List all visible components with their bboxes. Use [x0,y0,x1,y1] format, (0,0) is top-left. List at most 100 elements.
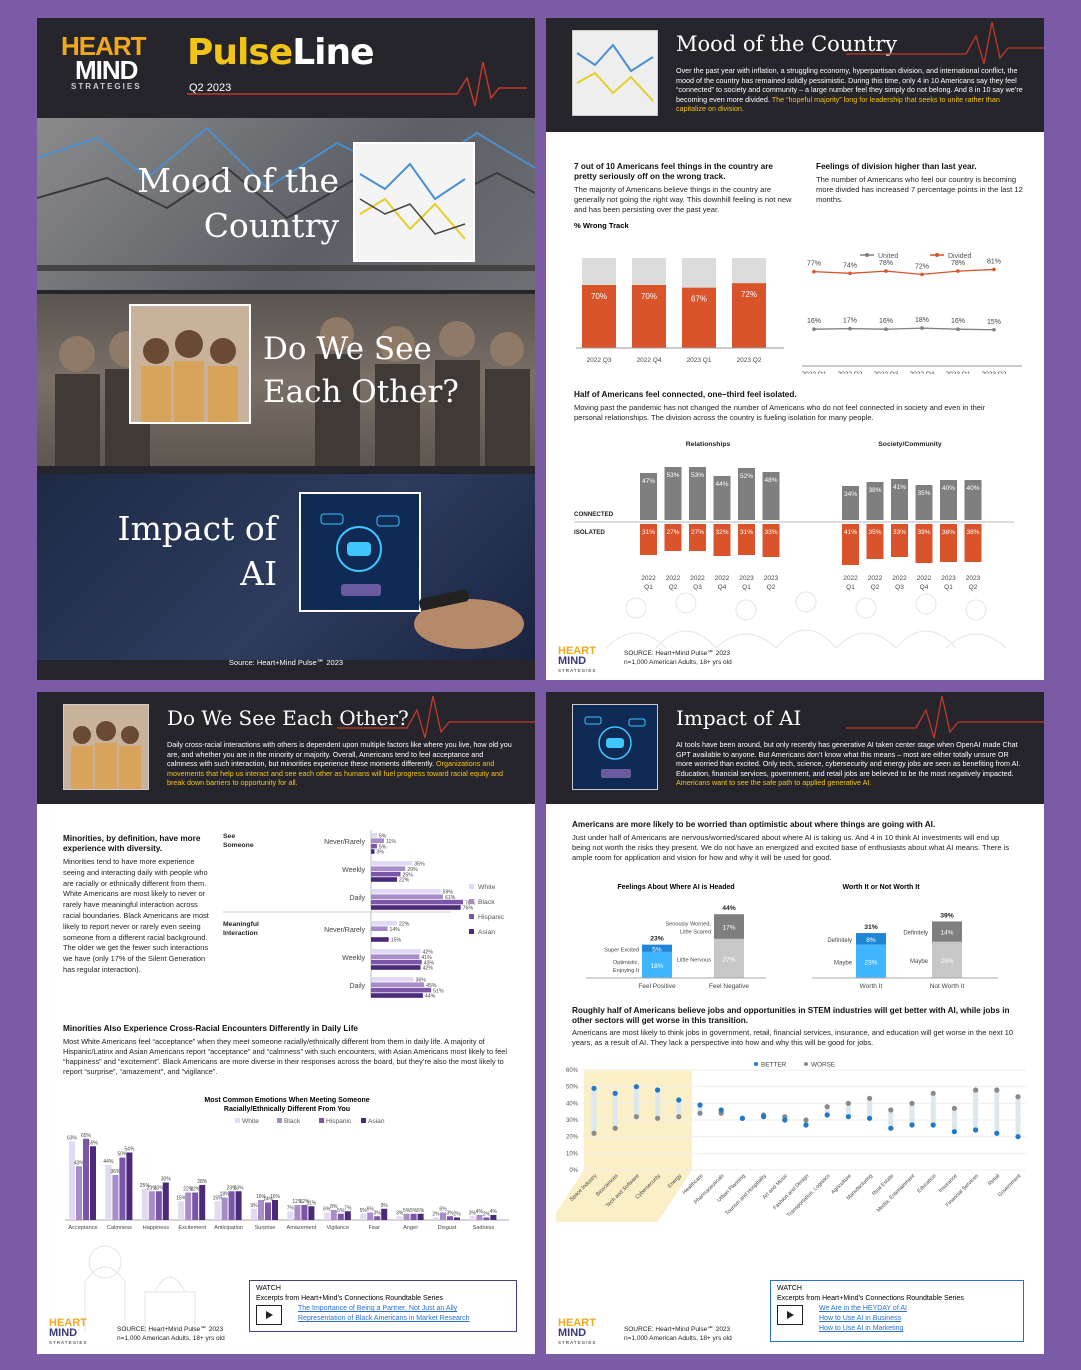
emotions-legend-swatch [361,1118,366,1123]
emotions-bar [483,1217,490,1220]
see-bar [371,889,441,894]
connected-xlabel-year: 2023 [739,575,754,582]
wrong-track-value: 72% [741,290,757,299]
isolated-value: 32% [715,529,728,536]
emotions-bar [178,1201,185,1220]
connected-bar [713,476,731,520]
emotions-bar [90,1146,96,1220]
cover-page: HEART MIND STRATEGIES PulseLine Q2 2023 … [37,18,535,680]
see-watch-box: WATCH Excerpts from Heart+Mind’s Connect… [249,1280,517,1332]
ai-feelings-bar [714,914,744,939]
jobs-xlabel: Tourism and Hospitality [724,1173,768,1217]
see-value: 61% [445,895,456,901]
jobs-legend-worse-dot [804,1062,808,1066]
emotions-bar [476,1215,483,1220]
see-row-label: Never/Rarely [324,839,365,846]
isolated-value: 41% [844,529,857,536]
emotions-value: 15% [176,1195,187,1201]
ai-worth-bar [932,941,962,978]
jobs-worse-dot [633,1114,639,1120]
connected-xlabel-quarter: Q1 [644,584,653,591]
emotions-value: 2% [483,1212,491,1218]
jobs-ytick: 40% [566,1101,579,1107]
quarter-label: Q2 2023 [189,82,232,94]
division-chart: United 16% 17% 16% 18% 16% 15% Divided 77% 74% 78%… [802,253,1022,374]
see-legend-swatch [469,914,474,919]
wrong-track-xlabel: 2022 Q4 [637,357,662,364]
emotions-value: 11% [307,1200,317,1206]
connected-value: 38% [868,487,881,494]
ai-header-thumbnail [572,704,658,790]
isolated-bar [738,524,755,555]
division-line-united [813,327,995,331]
division-legend-dot [865,253,869,257]
connected-bar [964,480,982,520]
emotions-xlabel: Excitement [178,1225,206,1231]
emotions-value: 44% [103,1159,114,1165]
jobs-ytick: 60% [566,1068,579,1074]
emotions-legend-label: White [242,1118,259,1125]
emotions-bar [337,1213,344,1220]
emotions-bar [251,1208,257,1220]
jobs-better-dot [845,1114,851,1120]
emotions-bar [228,1191,235,1220]
see-logo-strategies: STRATEGIES [49,1340,88,1345]
wrong-track-xlabel: 2023 Q1 [687,357,712,364]
decor-outline-graphic [84,1245,196,1332]
division-text: The number of Americans who feel our cou… [816,175,1023,204]
mood-logo-heart: HEART [558,645,596,657]
connected-value: 52% [740,473,753,480]
emotions-bar [112,1175,119,1220]
stem-highlight-labels [556,1170,692,1222]
see-value: 51% [433,988,444,994]
hand-phone-graphic [414,589,524,649]
emotions-bar [294,1205,301,1220]
play-video-icon[interactable] [256,1305,282,1325]
wrong-track-xlabel: 2023 Q2 [737,357,762,364]
emotions-legend-swatch [235,1118,240,1123]
connected-label: CONNECTED [574,511,614,518]
emotions-bar [258,1200,264,1220]
wrong-track-bar [682,287,716,348]
diversity-text: Minorities tend to have more experience … [63,857,209,974]
see-bar [371,866,406,871]
watch-link-representation[interactable]: Representation of Black Americans in Mar… [298,1315,470,1322]
ai-thumbnail [299,492,421,612]
jobs-ytick: 30% [566,1118,579,1124]
see-footer-logo: HEART MIND STRATEGIES [49,1318,87,1348]
watch-link-partner[interactable]: The Importance of Being a Partner, Not J… [298,1305,458,1312]
watch-link-business[interactable]: How to Use AI in Business [819,1315,902,1322]
wrong-track-chart: 70% 2022 Q3 70% 2022 Q4 67% 2023 Q1 72% 2023 Q2 [576,258,784,364]
ai-worth-value: 23% [864,959,877,966]
division-value: 16% [951,318,965,325]
wrong-track-text: The majority of Americans believe things… [574,185,792,214]
see-legend-label: Black [478,899,495,906]
watch-link-heyday[interactable]: We Are in the HEYDAY of AI [819,1305,907,1312]
jobs-worse-dot [612,1125,618,1131]
see-header: Do We See Each Other? Daily cross-racial… [37,692,535,804]
see-watch-label: WATCH [256,1285,281,1292]
jobs-better-dot [994,1130,1000,1136]
connected-value: 53% [666,472,679,479]
division-heading: Feelings of division higher than last ye… [816,162,977,171]
watch-link-marketing[interactable]: How to Use AI in Marketing [819,1325,904,1332]
emotions-value: 59% [88,1140,99,1146]
emotions-bar [323,1212,330,1220]
emotions-value: 36% [110,1169,121,1175]
ai-play-video-icon[interactable] [777,1305,803,1325]
division-value: 18% [915,317,929,324]
emotions-heading: Minorities Also Experience Cross-Racial … [63,1024,358,1033]
see-bar [371,949,421,954]
jobs-better-dot [697,1102,703,1108]
emotions-value: 3% [446,1210,454,1216]
ai-watch-box: WATCH Excerpts from Heart+Mind’s Connect… [770,1280,1024,1342]
division-legend-label: Divided [948,253,971,260]
ai-feelings-xlabel: Feel Positive [638,983,676,990]
see-value: 42% [423,950,434,956]
emotions-value: 18% [220,1192,231,1198]
emotions-value: 16% [270,1194,281,1200]
cover-band3-title: Impact of AI [117,509,277,593]
wrong-track-bar [582,285,616,348]
emotions-bar [76,1166,82,1220]
jobs-xlabel: Transportation, Logistics [786,1173,832,1219]
